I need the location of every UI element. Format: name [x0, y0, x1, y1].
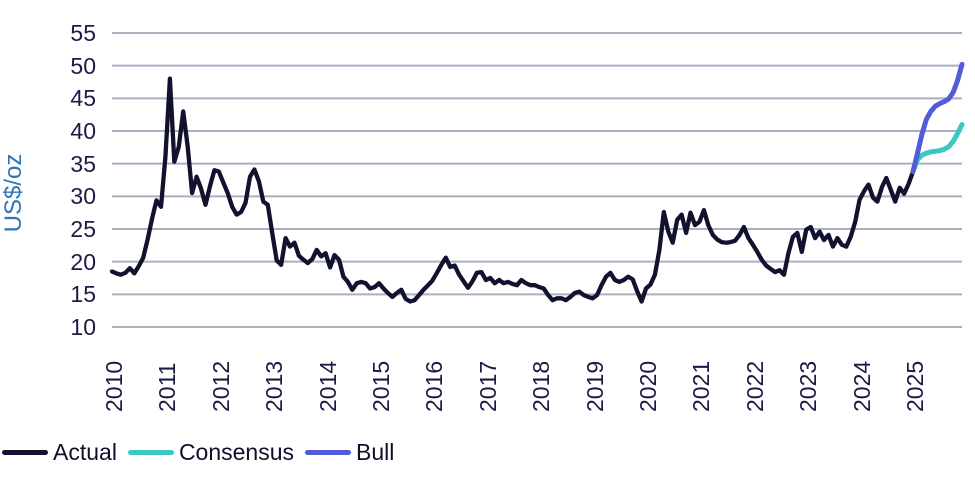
legend-item-consensus: Consensus	[127, 438, 295, 466]
y-tick-label: 55	[70, 20, 96, 46]
x-tick-label: 2010	[101, 360, 127, 412]
legend-label: Actual	[53, 438, 117, 465]
y-axis-title: US$/oz	[0, 153, 27, 233]
y-tick-label: 20	[70, 248, 96, 275]
x-tick-label: 2018	[528, 360, 555, 412]
x-tick-label: 2012	[207, 360, 234, 412]
x-tick-label: 2017	[474, 360, 501, 412]
x-tick-label: 2024	[848, 360, 875, 412]
y-tick-label: 40	[70, 118, 96, 144]
legend-item-actual: Actual	[2, 439, 117, 466]
series-line-actual	[109, 76, 916, 304]
y-tick-label: 25	[70, 216, 96, 242]
x-tick-label: 2016	[421, 360, 448, 412]
legend-swatch-consensus	[127, 449, 174, 455]
x-tick-label: 2019	[581, 360, 608, 412]
x-tick-label: 2011	[154, 362, 181, 412]
y-tick-label: 35	[70, 150, 96, 177]
x-tick-label: 2015	[368, 360, 395, 412]
legend-swatch-actual	[2, 449, 48, 455]
series-line-consensus	[910, 122, 965, 174]
x-tick-label: 2014	[314, 360, 341, 412]
x-tick-label: 2023	[795, 360, 822, 412]
x-tick-label: 2025	[902, 360, 929, 412]
x-tick-label: 2021	[688, 360, 715, 412]
legend-label: Consensus	[178, 438, 295, 465]
legend-item-bull: Bull	[305, 439, 394, 466]
x-tick-label: 2022	[741, 360, 768, 412]
x-tick-label: 2013	[261, 360, 288, 412]
legend-label: Bull	[356, 438, 395, 465]
legend-swatch-bull	[305, 449, 352, 455]
x-tick-label: 2020	[635, 360, 662, 412]
legend: Actual Consensus Bull	[2, 436, 405, 468]
y-tick-label: 30	[70, 183, 96, 210]
y-tick-label: 15	[70, 281, 96, 308]
y-tick-label: 45	[70, 85, 96, 112]
y-tick-label: 10	[70, 314, 96, 340]
series-line-bull	[910, 61, 965, 174]
y-tick-label: 50	[70, 52, 96, 79]
